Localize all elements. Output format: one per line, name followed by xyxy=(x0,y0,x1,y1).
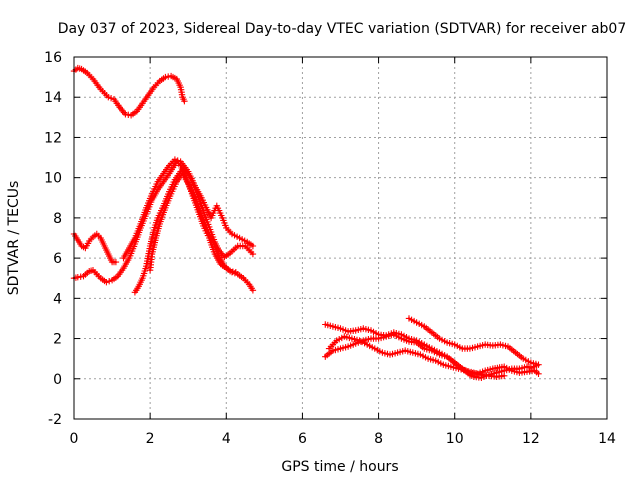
y-tick-label: 2 xyxy=(53,332,62,348)
series-arc-10 xyxy=(405,315,542,368)
x-tick-label: 4 xyxy=(222,431,231,447)
x-tick-label: 0 xyxy=(70,431,79,447)
x-tick-label: 8 xyxy=(374,431,383,447)
x-tick-label: 2 xyxy=(146,431,155,447)
series-arc-6 xyxy=(120,156,257,262)
series-markers xyxy=(120,156,257,262)
series-markers xyxy=(146,170,239,276)
x-tick-label: 12 xyxy=(522,431,540,447)
x-tick-label: 14 xyxy=(598,431,616,447)
series-markers xyxy=(70,230,120,266)
y-tick-label: 10 xyxy=(44,171,62,187)
x-tick-label: 10 xyxy=(446,431,464,447)
chart-title: Day 037 of 2023, Sidereal Day-to-day VTE… xyxy=(58,21,627,37)
y-tick-label: 6 xyxy=(53,251,62,267)
series-arc-5 xyxy=(146,170,239,276)
y-tick-label: 8 xyxy=(53,211,62,227)
x-axis-label: GPS time / hours xyxy=(281,459,398,475)
series-arc-9 xyxy=(325,333,508,380)
y-tick-label: 4 xyxy=(53,291,62,307)
series-markers xyxy=(70,64,188,119)
axis-ticks: 0 2 4 6 8 10 12 14 -2 0 2 4 6 8 10 12 14 16 xyxy=(44,50,616,447)
series-arc-1 xyxy=(70,64,188,119)
y-tick-label: 14 xyxy=(44,90,62,106)
x-tick-label: 6 xyxy=(298,431,307,447)
series-markers xyxy=(405,315,542,368)
y-tick-label: 0 xyxy=(53,372,62,388)
y-tick-label: -2 xyxy=(48,412,62,428)
y-tick-label: 12 xyxy=(44,130,62,146)
y-axis-label: SDTVAR / TECUs xyxy=(6,181,22,296)
series-arc-2 xyxy=(70,230,120,266)
series-markers xyxy=(325,333,508,380)
plot-frame xyxy=(73,56,608,420)
plot-area xyxy=(70,64,542,381)
y-tick-label: 16 xyxy=(44,50,62,66)
